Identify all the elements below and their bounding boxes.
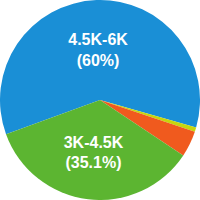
svg-text:4.5K-6K(60%): 4.5K-6K(60%) <box>68 31 128 69</box>
svg-text:3K-4.5K(35.1%): 3K-4.5K(35.1%) <box>64 134 124 172</box>
